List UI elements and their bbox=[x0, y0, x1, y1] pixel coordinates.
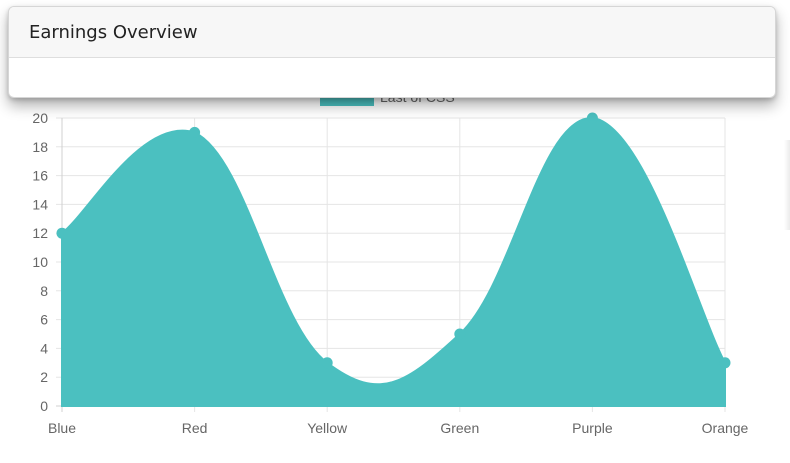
x-tick-label: Purple bbox=[572, 420, 613, 436]
y-tick-label: 14 bbox=[32, 196, 48, 212]
data-point-purple[interactable] bbox=[586, 112, 598, 124]
y-tick-label: 8 bbox=[40, 283, 48, 299]
x-tick-label: Green bbox=[440, 420, 479, 436]
edge-shadow bbox=[784, 140, 790, 230]
data-point-orange[interactable] bbox=[719, 357, 731, 369]
x-tick-label: Blue bbox=[48, 420, 76, 436]
data-points bbox=[56, 112, 731, 369]
x-tick-label: Orange bbox=[702, 420, 749, 436]
y-tick-label: 6 bbox=[40, 312, 48, 328]
x-tick-label: Red bbox=[182, 420, 208, 436]
y-tick-label: 10 bbox=[32, 254, 48, 270]
data-point-green[interactable] bbox=[454, 328, 466, 340]
x-tick-label: Yellow bbox=[307, 420, 348, 436]
y-tick-label: 12 bbox=[32, 225, 48, 241]
y-tick-label: 20 bbox=[32, 110, 48, 126]
y-tick-label: 16 bbox=[32, 168, 48, 184]
y-tick-label: 2 bbox=[40, 369, 48, 385]
card-header: Earnings Overview bbox=[9, 7, 775, 58]
data-point-red[interactable] bbox=[189, 126, 201, 138]
x-axis-ticks: Blue Red Yellow Green Purple Orange bbox=[48, 420, 749, 436]
y-tick-label: 18 bbox=[32, 139, 48, 155]
data-point-yellow[interactable] bbox=[321, 357, 333, 369]
y-axis-ticks: 0 2 4 6 8 10 12 14 16 18 20 bbox=[32, 110, 48, 414]
y-tick-label: 4 bbox=[40, 340, 48, 356]
data-point-blue[interactable] bbox=[56, 227, 68, 239]
card-title: Earnings Overview bbox=[29, 21, 198, 43]
earnings-overview-card: Earnings Overview bbox=[8, 6, 776, 98]
y-tick-label: 0 bbox=[40, 398, 48, 414]
